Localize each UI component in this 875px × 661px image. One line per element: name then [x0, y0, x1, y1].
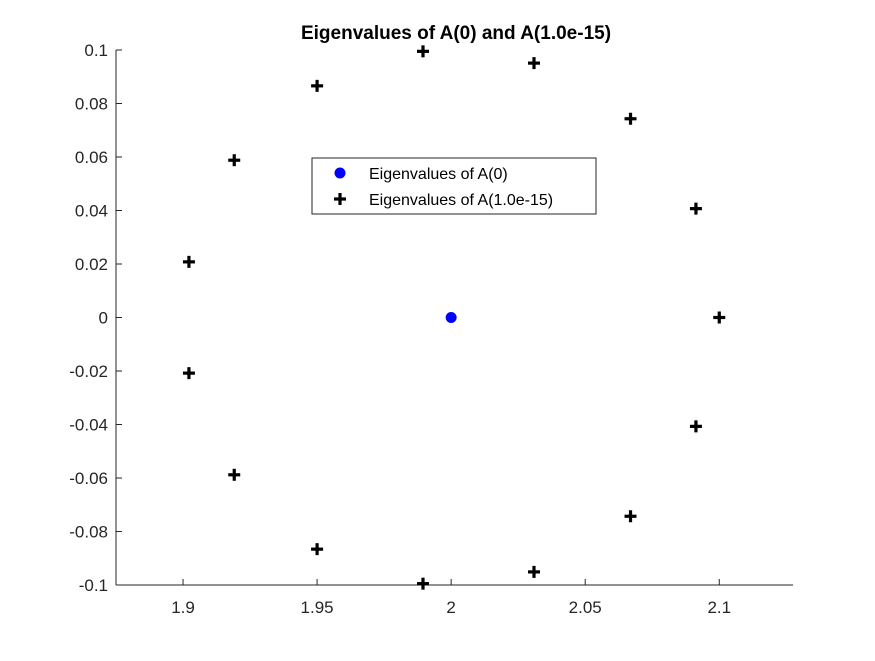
y-tick-label: 0.04 — [75, 202, 108, 221]
x-tick-label: 1.9 — [171, 598, 195, 617]
x-tick-label: 1.95 — [301, 598, 334, 617]
eigenvalue-point-perturbed — [527, 565, 540, 578]
eigenvalue-point-perturbed — [624, 510, 637, 523]
y-tick-label: 0 — [99, 309, 108, 328]
eigenvalue-point-perturbed — [713, 311, 726, 324]
legend-items: Eigenvalues of A(0) Eigenvalues of A(1.0e… — [334, 166, 553, 209]
y-tick-label: 0.1 — [84, 41, 108, 60]
eigenvalue-point-perturbed — [689, 420, 702, 433]
y-tick-label: -0.06 — [69, 469, 108, 488]
x-tick-label: 2.1 — [707, 598, 731, 617]
eigenvalue-point-perturbed — [182, 255, 195, 268]
y-tick-label: 0.06 — [75, 148, 108, 167]
legend: Eigenvalues of A(0) Eigenvalues of A(1.0e… — [311, 157, 597, 215]
data-points — [182, 45, 726, 590]
legend-box — [311, 157, 597, 215]
eigenvalue-point-perturbed — [624, 112, 637, 125]
y-tick-label: -0.04 — [69, 416, 108, 435]
y-tick-label: 0.02 — [75, 255, 108, 274]
eigenvalue-point-perturbed — [416, 577, 429, 590]
legend-label: Eigenvalues of A(1.0e-15) — [369, 192, 553, 209]
y-tick-label: 0.08 — [75, 95, 108, 114]
chart-title: Eigenvalues of A(0) and A(1.0e-15) — [301, 23, 611, 44]
x-tick-label: 2 — [446, 598, 455, 617]
legend-label: Eigenvalues of A(0) — [369, 166, 508, 183]
x-tick-label: 2.05 — [569, 598, 602, 617]
legend-marker — [334, 167, 346, 179]
y-tick-label: -0.08 — [69, 523, 108, 542]
eigenvalue-point-perturbed — [311, 79, 324, 92]
eigenvalue-point-perturbed — [228, 154, 241, 167]
y-axis-ticks: 0.1 0.08 0.06 0.04 0.02 0 -0.02 -0.04 -0.06 -0.08… — [69, 41, 122, 595]
legend-marker — [334, 193, 346, 205]
y-tick-label: -0.1 — [79, 576, 108, 595]
x-axis-ticks: 1.9 1.95 2 2.05 2.1 — [171, 579, 731, 617]
eigenvalue-point-perturbed — [228, 468, 241, 481]
eigenvalue-point-a0 — [445, 312, 457, 323]
eigenvalue-point-perturbed — [689, 202, 702, 215]
eigenvalue-point-perturbed — [311, 543, 324, 556]
y-tick-label: -0.02 — [69, 362, 108, 381]
eigenvalue-point-perturbed — [416, 45, 429, 58]
eigenvalue-point-perturbed — [527, 57, 540, 70]
eigenvalue-point-perturbed — [182, 367, 195, 380]
